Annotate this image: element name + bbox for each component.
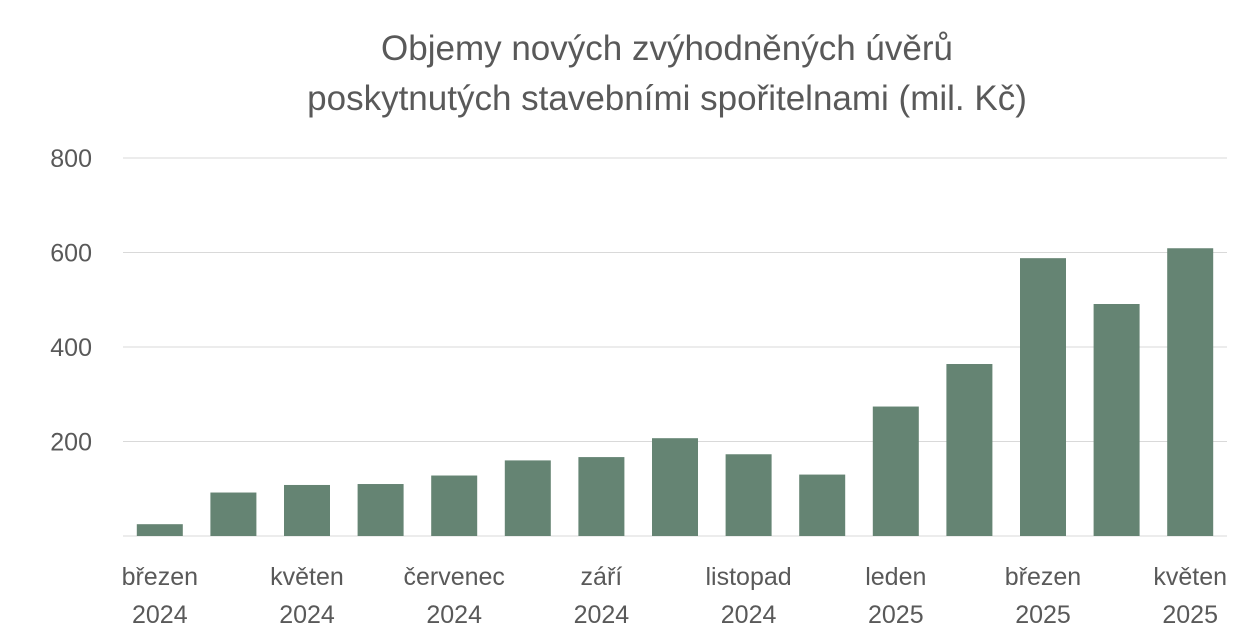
- x-tick-label-year: 2025: [868, 601, 924, 629]
- bar: [1020, 258, 1066, 536]
- bar: [284, 484, 330, 536]
- x-tick-label-year: 2025: [1162, 601, 1218, 629]
- y-tick-label: 600: [50, 240, 92, 268]
- y-tick-label: 800: [50, 145, 92, 173]
- bar: [210, 492, 257, 536]
- x-tick-label-year: 2025: [1015, 601, 1071, 629]
- x-tick-label-month: březen: [1005, 563, 1081, 591]
- x-tick-label-month: listopad: [706, 563, 792, 591]
- bar: [1093, 304, 1140, 536]
- bar: [799, 474, 846, 536]
- y-tick-label: 200: [50, 429, 92, 457]
- x-tick-label-year: 2024: [721, 601, 777, 629]
- bar: [725, 454, 772, 536]
- chart-title: Objemy nových zvýhodněných úvěrů poskytn…: [0, 24, 1242, 124]
- x-tick-label-month: květen: [1153, 563, 1227, 591]
- x-tick-label-month: březen: [122, 563, 198, 591]
- x-tick-label-month: květen: [270, 563, 344, 591]
- bar: [431, 475, 478, 536]
- bar: [652, 438, 698, 536]
- chart-title-line-2: poskytnutých stavebními spořitelnami (mi…: [307, 79, 1027, 118]
- y-tick-label: 400: [50, 334, 92, 362]
- x-tick-label-year: 2024: [132, 601, 188, 629]
- bar: [136, 524, 183, 536]
- x-tick-label-year: 2024: [426, 601, 482, 629]
- bar: [578, 457, 625, 536]
- bar: [872, 406, 919, 536]
- x-tick-label-year: 2024: [279, 601, 335, 629]
- x-tick-label-year: 2024: [574, 601, 630, 629]
- x-tick-label-month: červenec: [403, 563, 504, 591]
- bar: [1167, 248, 1214, 536]
- bar: [946, 364, 993, 536]
- x-tick-label-month: září: [581, 563, 623, 591]
- bar: [504, 460, 551, 536]
- bar: [357, 484, 404, 536]
- chart-title-line-1: Objemy nových zvýhodněných úvěrů: [381, 29, 953, 68]
- x-tick-label-month: leden: [865, 563, 926, 591]
